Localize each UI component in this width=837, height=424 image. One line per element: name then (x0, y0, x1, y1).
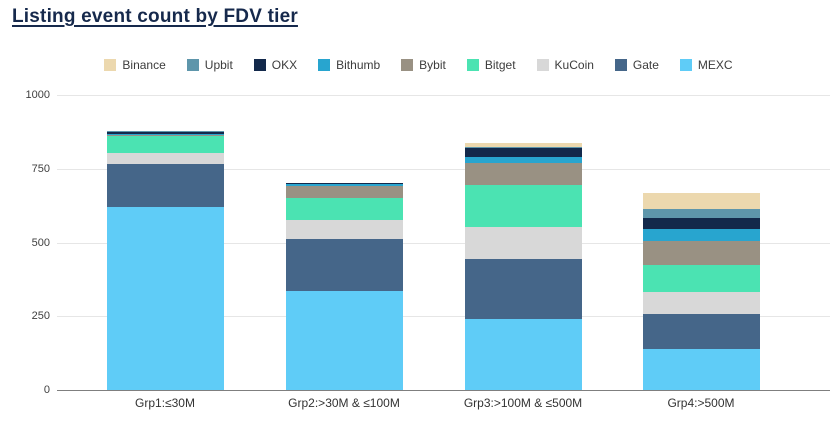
x-axis-line (57, 390, 830, 391)
legend-item-bybit[interactable]: Bybit (401, 58, 446, 72)
bar-segment-bithumb[interactable] (285, 184, 403, 187)
legend-label: MEXC (697, 58, 733, 72)
legend-swatch-mexc (679, 59, 692, 71)
legend-swatch-okx (253, 59, 266, 71)
legend: Binance Upbit OKX Bithumb Bybit Bitget KuCoin G… (0, 58, 837, 72)
legend-label: Bybit (419, 58, 446, 72)
legend-item-bitget[interactable]: Bitget (466, 58, 516, 72)
legend-swatch-bybit (401, 59, 414, 71)
legend-swatch-binance (104, 59, 117, 71)
legend-item-gate[interactable]: Gate (614, 58, 659, 72)
y-axis-tick-label: 250 (31, 310, 50, 323)
legend-swatch-upbit (186, 59, 199, 71)
bar-segment-mexc[interactable] (285, 290, 403, 390)
bar-segment-bitget[interactable] (106, 135, 224, 153)
bar-segment-okx[interactable] (642, 217, 760, 229)
bar-segment-bithumb[interactable] (106, 133, 224, 135)
bar-segment-bybit[interactable] (642, 241, 760, 265)
bar-segment-binance[interactable] (464, 142, 582, 148)
gridline (57, 242, 830, 244)
bar-segment-gate[interactable] (464, 258, 582, 320)
bar-segment-mexc[interactable] (106, 207, 224, 390)
legend-item-okx[interactable]: OKX (253, 58, 298, 72)
gridline (57, 95, 830, 96)
bar-segment-bybit[interactable] (285, 186, 403, 199)
legend-label: KuCoin (554, 58, 594, 72)
legend-label: Gate (632, 58, 659, 72)
bar-segment-gate[interactable] (285, 238, 403, 291)
bar-segment-kucoin[interactable] (642, 291, 760, 314)
legend-item-upbit[interactable]: Upbit (186, 58, 233, 72)
x-axis-category-label: Grp4:>500M (667, 396, 735, 410)
legend-swatch-gate (614, 59, 627, 71)
bar-segment-bithumb[interactable] (642, 228, 760, 242)
bar-segment-bitget[interactable] (285, 198, 403, 220)
bar-segment-bithumb[interactable] (464, 156, 582, 164)
bar-segment-bitget[interactable] (464, 185, 582, 228)
bar-segment-upbit[interactable] (285, 182, 403, 184)
bar-segment-kucoin[interactable] (464, 227, 582, 259)
chart-title: Listing event count by FDV tier (12, 6, 298, 27)
bar-segment-bybit[interactable] (106, 134, 224, 136)
x-axis-category-label: Grp3:>100M & ≤500M (463, 396, 583, 410)
bar-segment-kucoin[interactable] (106, 152, 224, 165)
bar-segment-kucoin[interactable] (285, 219, 403, 239)
bar-segment-okx[interactable] (464, 148, 582, 157)
bar-grp4 (642, 192, 760, 390)
bar-segment-okx[interactable] (106, 131, 224, 134)
gridline (57, 316, 830, 318)
legend-label: Bitget (484, 58, 516, 72)
bar-segment-upbit[interactable] (106, 131, 224, 132)
legend-swatch-bitget (466, 59, 479, 71)
bar-grp1 (106, 131, 224, 390)
y-axis-tick-label: 1000 (25, 89, 50, 101)
legend-item-mexc[interactable]: MEXC (679, 58, 733, 72)
legend-label: Upbit (204, 58, 233, 72)
bar-segment-upbit[interactable] (464, 147, 582, 149)
bar-segment-okx[interactable] (285, 183, 403, 185)
bar-segment-bitget[interactable] (642, 264, 760, 292)
legend-item-bithumb[interactable]: Bithumb (318, 58, 380, 72)
legend-label: Binance (122, 58, 166, 72)
legend-swatch-bithumb (318, 59, 331, 71)
bar-segment-gate[interactable] (642, 313, 760, 350)
bar-segment-bybit[interactable] (464, 163, 582, 186)
bar-segment-binance[interactable] (642, 192, 760, 209)
legend-swatch-kucoin (536, 59, 549, 71)
bar-segment-gate[interactable] (106, 164, 224, 208)
bar-grp2 (285, 182, 403, 390)
y-axis-tick-label: 0 (43, 384, 50, 396)
bar-grp3 (464, 142, 582, 390)
bar-segment-mexc[interactable] (642, 349, 760, 390)
x-axis-category-label: Grp1:≤30M (135, 396, 195, 410)
legend-item-binance[interactable]: Binance (104, 58, 166, 72)
x-axis-category-label: Grp2:>30M & ≤100M (288, 396, 400, 410)
bar-segment-mexc[interactable] (464, 319, 582, 390)
y-axis-tick-label: 750 (31, 162, 50, 175)
legend-item-kucoin[interactable]: KuCoin (536, 58, 594, 72)
legend-label: Bithumb (336, 58, 381, 72)
bar-segment-upbit[interactable] (642, 208, 760, 218)
y-axis-tick-label: 500 (31, 236, 50, 249)
legend-label: OKX (271, 58, 298, 72)
gridline (57, 168, 830, 170)
